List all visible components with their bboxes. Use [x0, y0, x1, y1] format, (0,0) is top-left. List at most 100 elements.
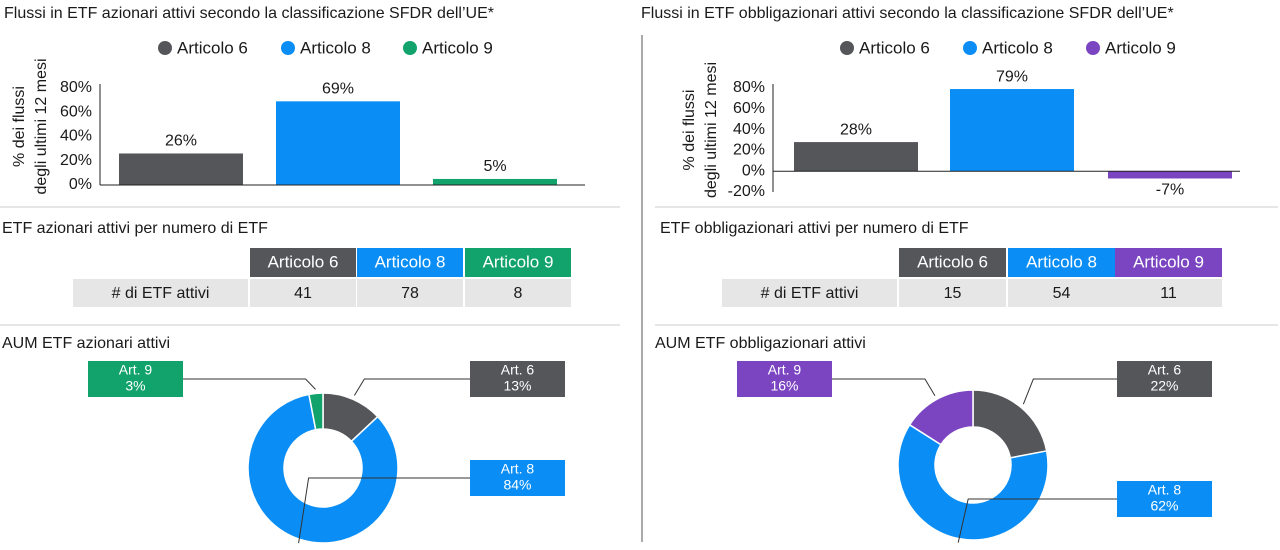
data-label: 69%	[322, 81, 354, 98]
slice-value: 84%	[503, 477, 531, 493]
table-cell	[1008, 279, 1115, 307]
donut-slice	[247, 393, 399, 544]
chart-title: Flussi in ETF azionari attivi secondo la…	[4, 5, 494, 22]
data-label: 79%	[996, 68, 1028, 85]
legend-label: Articolo 8	[982, 38, 1053, 57]
legend-label: Articolo 9	[422, 38, 493, 57]
table-title: ETF obbligazionari attivi per numero di …	[660, 220, 969, 237]
leader-line	[957, 498, 1117, 543]
bar	[950, 89, 1074, 172]
bar	[433, 178, 557, 185]
y-tick-label: 80%	[733, 79, 765, 96]
y-tick-label: 20%	[733, 142, 765, 159]
legend-swatch	[281, 41, 295, 55]
bar	[794, 142, 918, 172]
label-box	[88, 361, 183, 397]
table-row-label: # di ETF attivi	[112, 285, 210, 302]
legend-swatch	[158, 41, 172, 55]
donut-slice	[897, 423, 1049, 541]
y-tick-label: 60%	[733, 100, 765, 117]
y-tick-label: 0%	[69, 176, 92, 193]
donut-slice	[308, 392, 324, 431]
table-cell	[1115, 279, 1222, 307]
table-value: 41	[294, 285, 312, 302]
table-value: 15	[944, 285, 962, 302]
y-tick-label: 40%	[733, 121, 765, 138]
leader-line	[353, 378, 470, 396]
y-axis-label: % dei flussi	[681, 90, 698, 171]
table-header-cell	[250, 248, 356, 277]
data-label: 26%	[165, 133, 197, 150]
legend-swatch	[840, 41, 854, 55]
table-header-cell	[1008, 248, 1115, 277]
table-value: 8	[514, 285, 523, 302]
slice-label: Art. 9	[768, 362, 802, 378]
legend-swatch	[403, 41, 417, 55]
table-value: 54	[1053, 285, 1071, 302]
legend-label: Articolo 6	[177, 38, 248, 57]
y-axis-label: degli ultimi 12 mesi	[703, 62, 720, 198]
legend-swatch	[963, 41, 977, 55]
table-header: Articolo 6	[268, 252, 339, 271]
slice-value: 13%	[503, 378, 531, 394]
table-header-cell	[899, 248, 1006, 277]
y-tick-label: 20%	[60, 152, 92, 169]
table-header: Articolo 9	[1133, 252, 1204, 271]
y-tick-label: -20%	[728, 183, 765, 200]
table-cell	[250, 279, 356, 307]
table-cell	[357, 279, 463, 307]
table-header: Articolo 8	[1026, 252, 1097, 271]
chart-title: AUM ETF azionari attivi	[2, 335, 170, 352]
table-header-cell	[357, 248, 463, 277]
leader-line	[1022, 378, 1117, 405]
donut-slice	[972, 389, 1048, 459]
slice-label: Art. 8	[501, 461, 535, 477]
table-row-label-cell	[73, 279, 248, 307]
table-cell	[465, 279, 571, 307]
y-tick-label: 80%	[60, 79, 92, 96]
legend-label: Articolo 8	[300, 38, 371, 57]
legend-swatch	[1086, 41, 1100, 55]
table-row-label: # di ETF attivi	[761, 285, 859, 302]
label-box	[470, 361, 565, 397]
y-tick-label: 40%	[60, 128, 92, 145]
y-tick-label: 60%	[60, 103, 92, 120]
leader-line	[183, 378, 316, 390]
slice-value: 16%	[770, 378, 798, 394]
label-box	[1117, 361, 1212, 397]
label-box	[1117, 481, 1212, 517]
data-label: -7%	[1156, 182, 1184, 199]
data-label: 5%	[483, 158, 506, 175]
bar	[119, 153, 243, 185]
legend-label: Articolo 9	[1105, 38, 1176, 57]
label-box	[470, 460, 565, 496]
slice-label: Art. 6	[501, 362, 535, 378]
slice-value: 3%	[125, 378, 145, 394]
table-row-label-cell	[722, 279, 897, 307]
donut-slice	[908, 389, 974, 446]
slice-label: Art. 9	[119, 362, 153, 378]
y-tick-label: 0%	[742, 162, 765, 179]
slice-value: 62%	[1150, 498, 1178, 514]
y-axis-label: degli ultimi 12 mesi	[33, 58, 50, 194]
table-header: Articolo 8	[375, 252, 446, 271]
legend-label: Articolo 6	[859, 38, 930, 57]
table-header-cell	[465, 248, 571, 277]
bar	[1108, 171, 1232, 179]
table-header-cell	[1115, 248, 1222, 277]
bar	[276, 101, 400, 185]
slice-label: Art. 6	[1148, 362, 1182, 378]
slice-value: 22%	[1150, 378, 1178, 394]
table-value: 78	[401, 285, 419, 302]
data-label: 28%	[840, 121, 872, 138]
table-header: Articolo 6	[917, 252, 988, 271]
label-box	[737, 361, 832, 397]
table-title: ETF azionari attivi per numero di ETF	[2, 220, 268, 237]
slice-label: Art. 8	[1148, 482, 1182, 498]
leader-line	[298, 477, 470, 544]
chart-title: AUM ETF obbligazionari attivi	[655, 335, 866, 352]
table-value: 11	[1160, 285, 1177, 302]
table-cell	[899, 279, 1006, 307]
leader-line	[832, 378, 936, 397]
